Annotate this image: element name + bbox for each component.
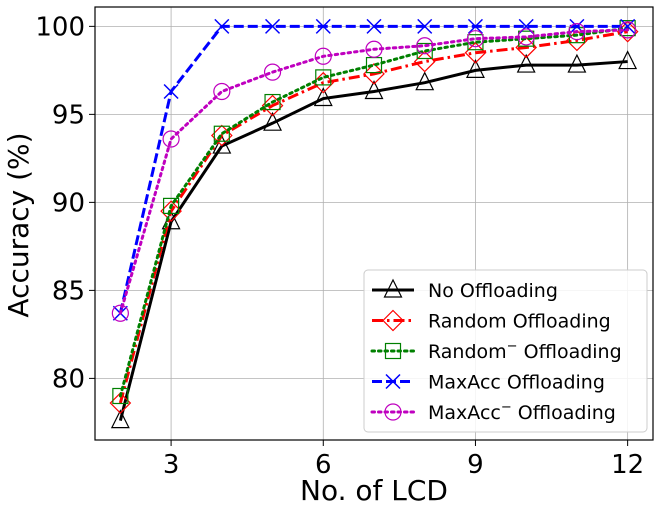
- legend-marker: [385, 373, 401, 390]
- data-point-marker: [619, 21, 637, 39]
- data-point-marker: [112, 387, 129, 405]
- data-point-marker: [213, 125, 230, 142]
- data-point-marker: [263, 111, 283, 131]
- legend-marker: [382, 309, 404, 332]
- legend-label-suffix: Offloading: [518, 341, 622, 363]
- legend-label: Random Offloading: [428, 311, 611, 333]
- data-point-marker: [210, 124, 233, 147]
- data-point-marker: [315, 18, 331, 34]
- x-tick-label: 6: [315, 450, 332, 480]
- data-point-marker: [314, 47, 332, 65]
- data-point-marker: [467, 18, 483, 34]
- data-point-marker: [265, 18, 281, 34]
- series-line: [118, 60, 628, 422]
- legend-label-name: MaxAcc Offloading: [428, 372, 605, 394]
- legend-label-suffix: Offloading: [512, 402, 616, 424]
- data-point-marker: [363, 63, 385, 85]
- data-point-marker: [416, 42, 433, 60]
- legend-entry: Random Offloading: [372, 309, 611, 333]
- series-line: [118, 28, 630, 315]
- legend-label-superscript: −: [507, 339, 518, 354]
- data-point-marker: [212, 134, 232, 154]
- data-point-marker: [162, 197, 180, 214]
- data-point-marker: [517, 28, 535, 46]
- y-tick-label: 80: [52, 364, 85, 394]
- series-4: [111, 21, 637, 322]
- legend-entry: MaxAcc− Offloading: [370, 400, 616, 424]
- y-tick-label: 95: [52, 100, 85, 130]
- axis-ticks: 3 6 9 12 80 85 90 95 100: [35, 12, 644, 480]
- legend-entry: MaxAcc Offloading: [372, 372, 605, 394]
- data-point-marker: [466, 30, 485, 48]
- legend-label: No Offloading: [428, 280, 558, 302]
- data-point-marker: [160, 200, 182, 223]
- legend-label-name: Random Offloading: [428, 311, 611, 333]
- data-point-marker: [465, 59, 485, 78]
- data-point-marker: [163, 83, 179, 100]
- data-point-marker: [415, 71, 435, 91]
- legend-label-name: Random: [428, 341, 507, 363]
- x-tick-label: 9: [467, 450, 484, 480]
- data-point-marker: [568, 23, 586, 41]
- y-axis-label: Accuracy (%): [2, 132, 35, 317]
- data-point-marker: [366, 18, 382, 34]
- data-point-marker: [263, 63, 282, 81]
- legend-label: Random− Offloading: [428, 339, 622, 363]
- legend-label-name: MaxAcc: [428, 402, 501, 424]
- y-tick-label: 90: [52, 188, 85, 218]
- series-layer: [109, 18, 639, 429]
- data-point-marker: [109, 392, 132, 414]
- x-tick-label: 3: [163, 450, 180, 480]
- legend-marker: [384, 403, 402, 421]
- y-tick-label: 100: [35, 12, 85, 42]
- data-point-marker: [110, 409, 130, 429]
- plot-frame: [94, 6, 654, 441]
- data-point-marker: [567, 53, 587, 73]
- legend-marker: [384, 342, 402, 360]
- legend-entry: No Offloading: [372, 278, 558, 302]
- x-axis-label: No. of LCD: [300, 474, 448, 507]
- data-point-marker: [111, 304, 129, 322]
- y-tick-label: 85: [52, 276, 85, 306]
- data-point-marker: [515, 36, 538, 59]
- data-point-marker: [417, 18, 433, 34]
- data-point-marker: [264, 93, 281, 111]
- legend-label-superscript: −: [501, 400, 512, 415]
- data-point-marker: [365, 40, 383, 58]
- legend-box: [363, 269, 648, 433]
- data-point-marker: [618, 50, 638, 70]
- data-point-marker: [364, 80, 384, 100]
- legend-entry: Random− Offloading: [370, 339, 622, 363]
- data-point-marker: [162, 130, 180, 148]
- data-point-marker: [214, 18, 230, 34]
- legend-label-name: No Offloading: [428, 280, 558, 302]
- data-point-marker: [313, 87, 333, 107]
- legend-marker: [383, 278, 403, 298]
- legend-label: MaxAcc Offloading: [428, 372, 605, 394]
- x-tick-label: 12: [611, 450, 644, 480]
- data-point-marker: [213, 82, 231, 101]
- data-point-marker: [312, 71, 335, 94]
- data-point-marker: [416, 37, 434, 55]
- legend-label: MaxAcc− Offloading: [428, 400, 616, 424]
- data-point-marker: [516, 53, 536, 73]
- data-point-marker: [261, 94, 284, 117]
- series-line: [118, 30, 628, 404]
- data-point-marker: [315, 69, 332, 86]
- series-line: [118, 26, 630, 398]
